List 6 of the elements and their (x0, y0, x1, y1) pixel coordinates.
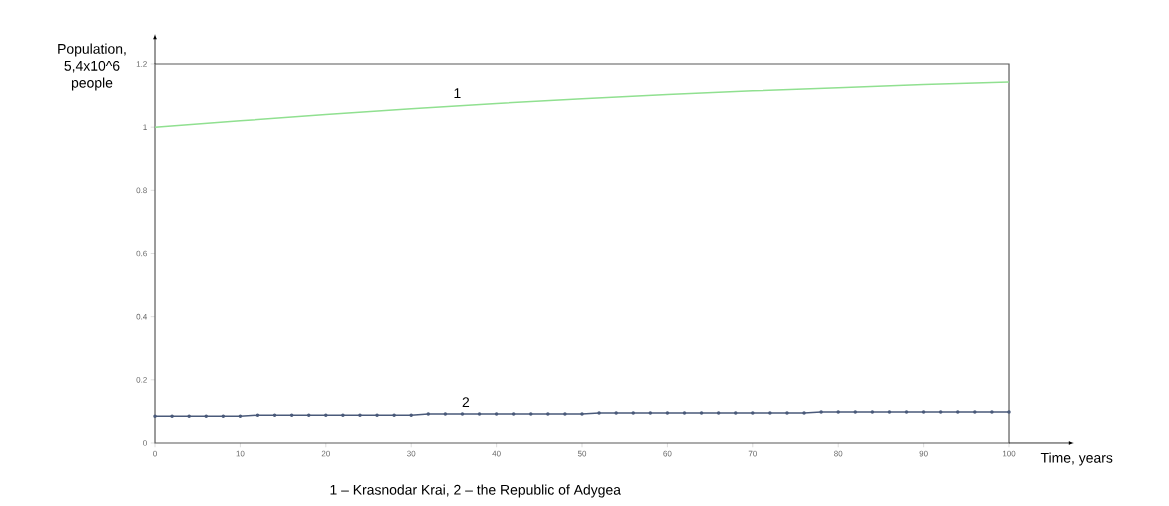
annotation: 2 (462, 397, 470, 407)
line-series (154, 81, 1010, 128)
text: 1 – Krasnodar Krai, 2 – the Republic of Adygea (330, 484, 621, 498)
x-axis-title: Time, years (1040, 452, 1113, 466)
annotation: 1 (454, 88, 461, 98)
y-axis-title: Population, 5,4x10^6 people (58, 43, 126, 91)
